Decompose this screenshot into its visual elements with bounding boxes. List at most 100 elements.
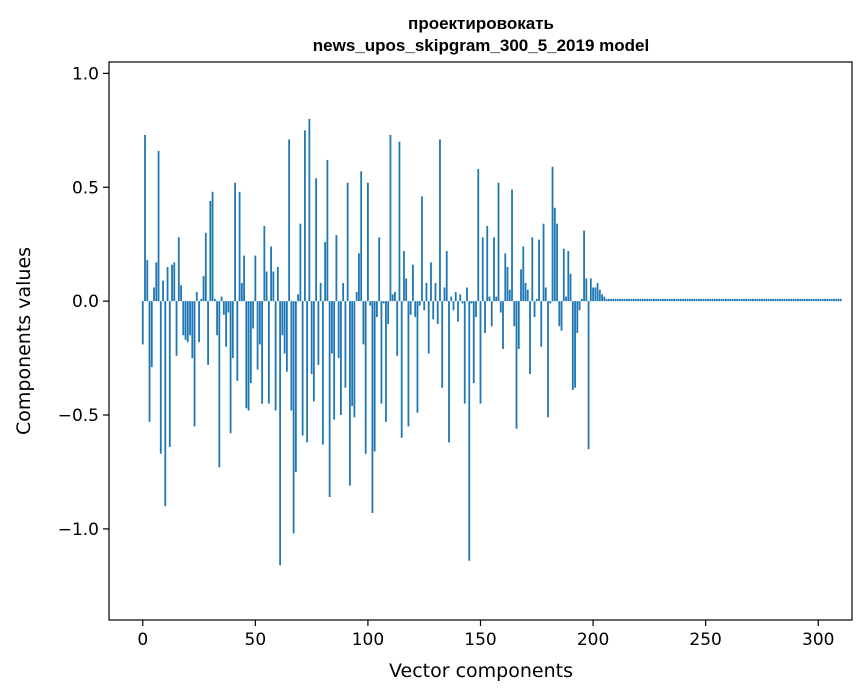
bar [734,298,736,302]
bar [637,298,640,302]
bar [198,301,200,343]
bar [833,298,835,302]
bar [655,298,658,302]
bar [603,296,606,302]
bar [261,301,263,404]
bar [770,298,772,302]
bar [270,246,273,302]
bar [752,298,754,302]
bar [207,301,209,365]
bar [166,266,169,302]
bar [722,298,725,302]
bar [765,298,768,302]
bar [767,298,770,302]
bar [738,298,741,302]
bar [283,301,286,354]
x-tick-label: 0 [137,630,148,650]
bar [195,292,198,302]
bar [630,298,633,302]
bar [585,278,588,302]
bar [486,225,489,302]
bar [785,298,788,302]
bar [249,301,252,384]
bar [679,298,682,302]
bar [245,301,248,409]
bar [285,301,288,372]
bar [531,237,534,302]
bar [400,301,403,438]
bar [837,298,840,302]
bar [324,241,327,302]
bar [565,296,567,302]
bar [243,255,245,302]
bar [821,298,824,302]
bar [729,298,732,302]
bar [367,182,369,302]
bar [725,298,727,302]
bar [549,301,552,304]
bar [616,298,619,302]
bar [716,298,718,302]
bar [700,298,703,302]
bar [574,301,576,388]
bar [652,298,655,302]
bar [306,301,309,443]
bar [625,298,628,302]
bar [576,301,579,334]
y-tick-label: 0.0 [72,292,99,312]
bar [553,207,556,302]
bar [542,223,545,302]
bar [148,301,151,422]
bar [533,301,536,318]
bar [794,298,797,302]
bar [159,301,162,454]
x-axis-ticks: 0 50 100 150 200 250 300 [137,620,834,650]
bar [817,298,820,302]
bar [191,301,194,359]
bar [495,296,498,302]
bar [303,130,306,302]
bar [258,301,261,345]
bar [639,298,642,302]
bar [315,178,318,302]
bar [621,298,624,302]
bar [788,298,790,302]
bar [301,301,304,436]
bar [267,301,270,404]
bar [321,301,324,445]
bar [743,298,745,302]
bar [394,292,396,302]
bar [783,298,786,302]
bar [385,301,387,422]
bar [236,301,239,381]
bar [432,301,435,320]
bar [515,301,518,429]
bar [452,301,455,311]
bar [815,298,817,302]
bar [502,301,504,349]
bar [193,301,196,427]
bar [835,298,838,302]
bar [344,301,347,388]
bar [756,298,759,302]
bar [499,301,502,313]
bar [141,301,144,345]
bar [650,298,653,302]
bar [830,298,833,302]
bar [754,298,757,302]
bar [497,182,500,302]
bar [607,298,610,302]
bar [776,298,779,302]
bar [641,298,644,302]
bar [709,298,712,302]
bar [157,150,160,302]
bar [407,301,410,427]
bar [648,298,651,302]
bar [524,282,527,302]
bar [155,262,158,302]
bar [673,298,676,302]
bar [803,298,806,302]
bar [668,298,671,302]
bar [443,287,446,302]
bar [297,294,300,302]
